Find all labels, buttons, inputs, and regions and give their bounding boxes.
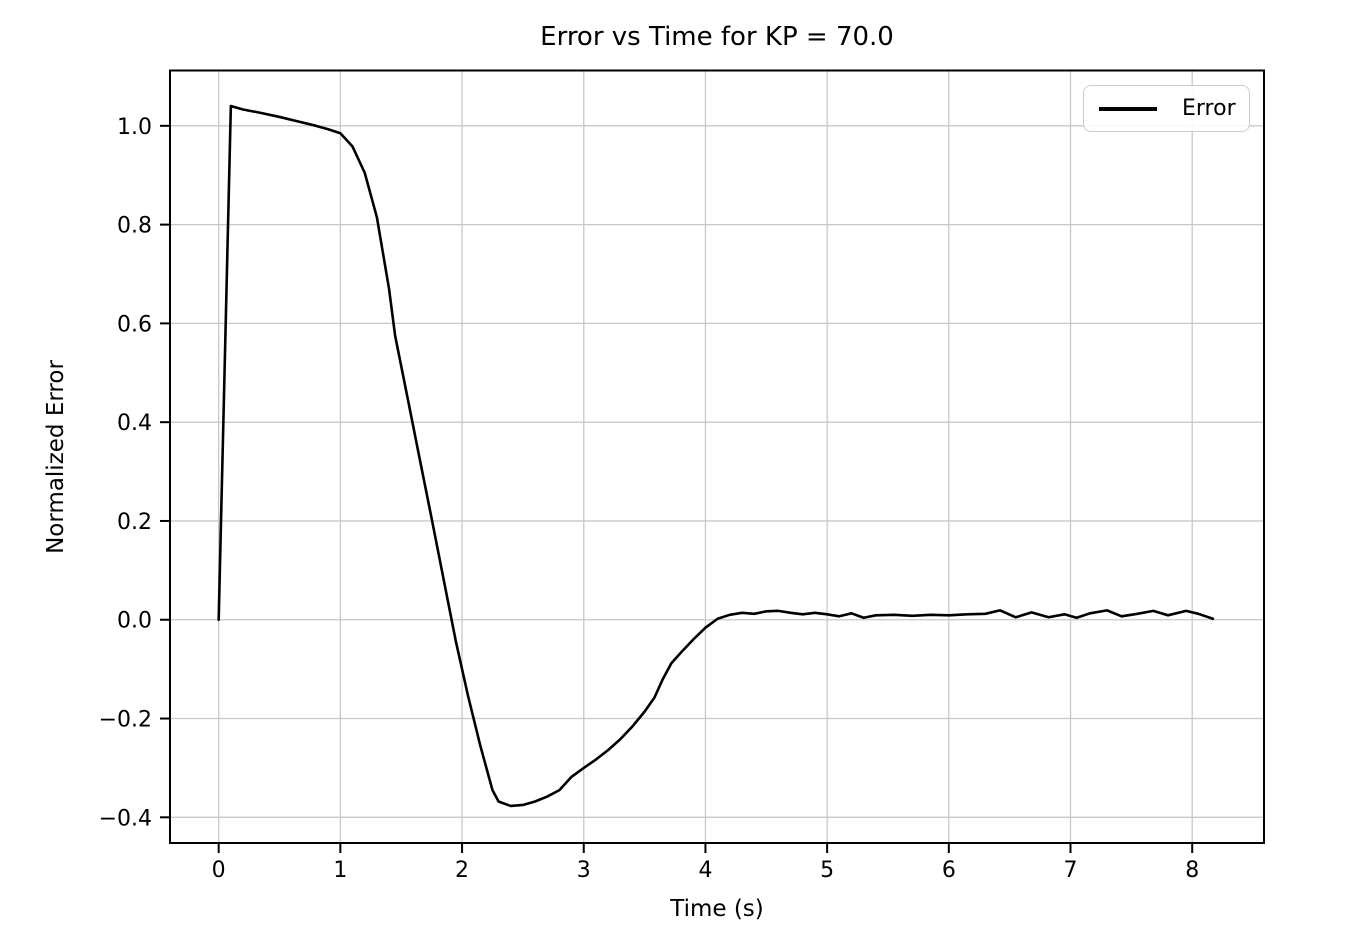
series-line-error: [217, 104, 1215, 808]
x-tick-label-1: 1: [333, 858, 347, 883]
y-tick-label-0: 1.0: [117, 115, 152, 140]
legend-entry-label: Error: [1182, 95, 1236, 121]
y-tick-label-4: 0.2: [117, 510, 152, 535]
y-axis-label: Normalized Error: [43, 360, 69, 554]
y-tick-label-5: 0.0: [117, 609, 152, 634]
plot-background: [170, 70, 1264, 843]
x-tick-label-7: 7: [1064, 858, 1078, 883]
x-tick-label-4: 4: [698, 858, 712, 883]
x-tick-label-8: 8: [1185, 858, 1199, 883]
chart-title: Error vs Time for KP = 70.0: [540, 22, 894, 52]
y-tick-label-2: 0.6: [117, 312, 152, 337]
x-tick-label-6: 6: [942, 858, 956, 883]
x-tick-label-0: 0: [212, 858, 226, 883]
legend: Error: [1083, 85, 1250, 132]
y-tick-label-3: 0.4: [117, 411, 152, 436]
x-tick-label-3: 3: [577, 858, 591, 883]
y-tick-label-7: −0.4: [99, 806, 152, 831]
x-tick-label-5: 5: [820, 858, 834, 883]
x-axis-label: Time (s): [670, 896, 764, 922]
axes-frame: [169, 69, 1265, 844]
y-tick-label-1: 0.8: [117, 214, 152, 239]
x-tick-label-2: 2: [455, 858, 469, 883]
legend-line-sample: [1099, 106, 1157, 111]
y-tick-label-6: −0.2: [99, 708, 152, 733]
